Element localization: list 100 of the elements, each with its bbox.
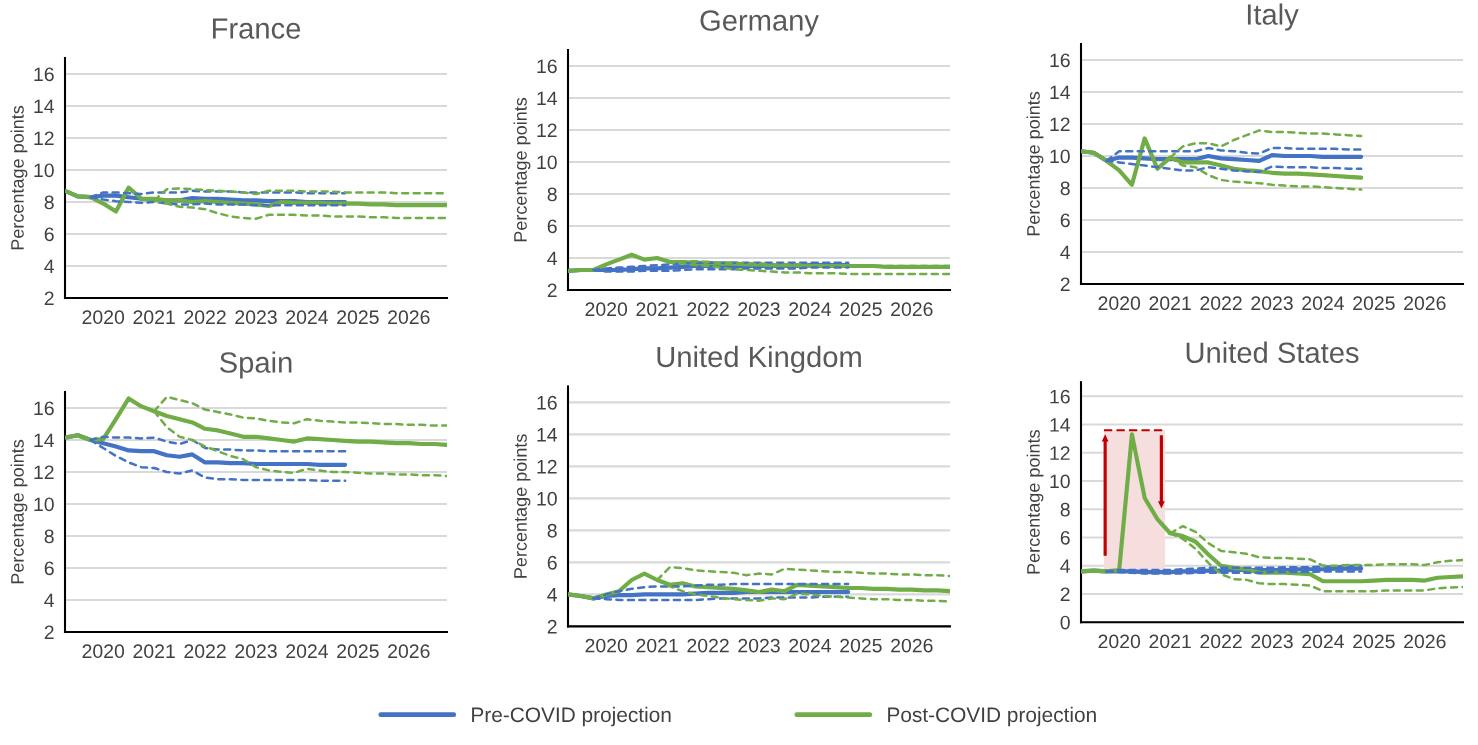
y-tick-label: 8 xyxy=(44,195,54,210)
y-tick-label: 12 xyxy=(537,459,557,474)
x-tick-label: 2020 xyxy=(1098,296,1141,311)
y-tick-label: 16 xyxy=(537,395,557,410)
y-tick-label: 16 xyxy=(537,59,557,74)
x-tick-label: 2020 xyxy=(82,644,125,659)
x-tick-label: 2025 xyxy=(337,310,379,325)
x-tick-label: 2022 xyxy=(1200,296,1242,311)
legend-label: Pre-COVID projection xyxy=(472,706,671,727)
y-tick-label: 16 xyxy=(1050,53,1070,68)
x-tick-label: 2024 xyxy=(286,310,328,325)
x-tick-label: 2026 xyxy=(891,638,933,653)
y-tick-label: 16 xyxy=(34,67,54,82)
y-tick-label: 14 xyxy=(537,428,558,442)
chart-title: Spain xyxy=(220,351,292,379)
y-tick-label: 16 xyxy=(34,401,54,416)
x-tick-label: 2026 xyxy=(1404,634,1446,649)
x-tick-label: 2024 xyxy=(1302,296,1344,311)
x-tick-label: 2025 xyxy=(1353,634,1395,649)
x-tick-label: 2023 xyxy=(235,310,277,325)
y-axis-title: Percentage points xyxy=(513,97,531,242)
y-tick-label: 10 xyxy=(537,155,557,170)
legend-label: Post-COVID projection xyxy=(888,706,1096,727)
y-tick-label: 10 xyxy=(537,491,557,506)
y-tick-label: 8 xyxy=(1060,502,1070,517)
y-tick-label: 14 xyxy=(1050,418,1071,432)
y-tick-label: 8 xyxy=(547,523,557,538)
y-tick-label: 12 xyxy=(1050,446,1070,460)
y-tick-label: 4 xyxy=(44,259,55,274)
x-tick-label: 2021 xyxy=(636,638,678,653)
y-axis-title: Percentage points xyxy=(10,439,28,584)
y-tick-label: 10 xyxy=(1050,149,1070,164)
y-axis-title: Percentage points xyxy=(10,105,28,250)
chart-title: United States xyxy=(1186,341,1359,364)
x-tick-label: 2021 xyxy=(1149,634,1191,649)
x-tick-label: 2023 xyxy=(738,638,780,653)
y-tick-label: 4 xyxy=(44,593,55,608)
y-tick-label: 6 xyxy=(547,555,557,570)
x-tick-label: 2025 xyxy=(337,644,379,659)
y-tick-label: 16 xyxy=(1050,389,1070,404)
y-tick-label: 10 xyxy=(1050,474,1070,489)
y-tick-label: 14 xyxy=(1050,85,1071,100)
x-tick-label: 2024 xyxy=(789,638,831,653)
x-tick-label: 2024 xyxy=(789,302,831,317)
y-tick-label: 12 xyxy=(34,465,54,480)
x-tick-label: 2020 xyxy=(585,638,628,653)
y-tick-label: 6 xyxy=(1060,530,1070,545)
y-tick-label: 12 xyxy=(34,131,54,146)
y-tick-label: 2 xyxy=(44,625,54,640)
x-tick-label: 2023 xyxy=(235,644,277,659)
x-tick-label: 2022 xyxy=(1200,634,1242,649)
x-tick-label: 2021 xyxy=(133,644,175,659)
x-tick-label: 2025 xyxy=(840,638,882,653)
y-axis-title: Percentage points xyxy=(1026,430,1044,574)
y-tick-label: 2 xyxy=(1060,277,1070,292)
y-tick-label: 4 xyxy=(1060,245,1071,260)
y-tick-label: 6 xyxy=(1060,213,1070,228)
y-tick-label: 4 xyxy=(1060,559,1071,573)
x-tick-label: 2022 xyxy=(184,310,226,325)
x-tick-label: 2021 xyxy=(1149,296,1191,311)
x-tick-label: 2024 xyxy=(286,644,328,659)
y-tick-label: 8 xyxy=(547,187,557,202)
chart-title: United Kingdom xyxy=(657,345,861,374)
y-tick-label: 8 xyxy=(1060,181,1070,196)
y-tick-label: 4 xyxy=(547,251,558,266)
x-tick-label: 2023 xyxy=(1251,634,1293,649)
y-tick-label: 6 xyxy=(44,561,54,576)
y-tick-label: 6 xyxy=(44,227,54,242)
chart-title: Italy xyxy=(1247,3,1299,31)
y-axis-title: Percentage points xyxy=(1026,91,1044,236)
y-tick-label: 4 xyxy=(547,588,558,602)
y-tick-label: 6 xyxy=(547,219,557,234)
y-tick-label: 14 xyxy=(34,99,55,114)
x-tick-label: 2020 xyxy=(82,310,125,325)
x-tick-label: 2025 xyxy=(1353,296,1395,311)
y-axis-title: Percentage points xyxy=(513,434,531,578)
chart-title: Germany xyxy=(700,10,819,37)
x-tick-label: 2020 xyxy=(585,302,628,317)
x-tick-label: 2022 xyxy=(687,638,729,653)
y-tick-label: 14 xyxy=(537,91,558,106)
x-tick-label: 2022 xyxy=(184,644,226,659)
x-tick-label: 2021 xyxy=(636,302,678,317)
x-tick-label: 2026 xyxy=(1404,296,1446,311)
y-tick-label: 2 xyxy=(547,283,557,298)
x-tick-label: 2026 xyxy=(388,644,430,659)
y-tick-label: 2 xyxy=(44,291,54,306)
x-tick-label: 2022 xyxy=(687,302,729,317)
chart-title: France xyxy=(213,18,301,39)
y-tick-label: 10 xyxy=(34,163,54,178)
x-tick-label: 2023 xyxy=(738,302,780,317)
y-tick-label: 10 xyxy=(34,497,54,512)
x-tick-label: 2020 xyxy=(1098,634,1141,649)
x-tick-label: 2026 xyxy=(891,302,933,317)
y-tick-label: 2 xyxy=(1060,587,1070,602)
x-tick-label: 2023 xyxy=(1251,296,1293,311)
y-tick-label: 12 xyxy=(537,123,557,138)
y-tick-label: 14 xyxy=(34,433,55,448)
y-tick-label: 12 xyxy=(1050,117,1070,132)
y-tick-label: 2 xyxy=(547,619,557,634)
x-tick-label: 2026 xyxy=(388,310,430,325)
